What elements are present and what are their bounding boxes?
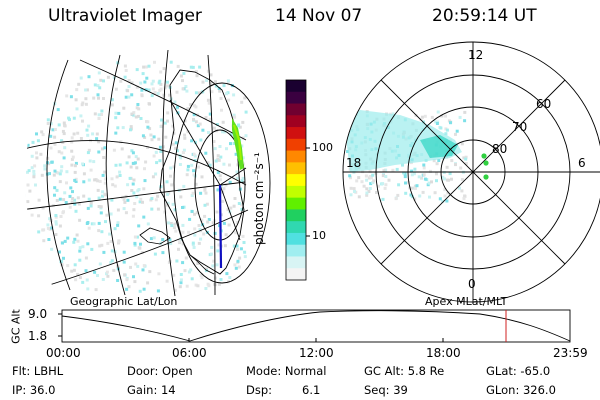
time-tick-1200: 12:00 bbox=[299, 346, 334, 360]
colorbar-band bbox=[286, 127, 306, 140]
gc-alt-tick-1-8: 1.8 bbox=[28, 329, 48, 343]
status-gc-alt: GC Alt: 5.8 Re bbox=[364, 364, 445, 378]
colorbar-tick-10: 10 bbox=[312, 229, 326, 242]
colorbar-band bbox=[286, 150, 306, 163]
colorbar-band bbox=[286, 256, 306, 269]
colorbar-band bbox=[286, 103, 306, 116]
status-mode: Mode: Normal bbox=[246, 364, 327, 378]
colorbar-band bbox=[286, 232, 306, 246]
polar-grid bbox=[342, 41, 600, 303]
geographic-image bbox=[25, 49, 271, 297]
station-dot bbox=[481, 153, 487, 159]
colorbar-band bbox=[286, 162, 306, 175]
time-tick-0600: 06:00 bbox=[172, 346, 207, 360]
gc-alt-plot bbox=[58, 309, 571, 343]
mlt-label-0: 0 bbox=[468, 277, 476, 291]
station-dot bbox=[483, 160, 489, 166]
gc-alt-ylabel: GC Alt bbox=[9, 309, 23, 344]
time-label: 20:59:14 UT bbox=[432, 6, 537, 26]
colorbar-band bbox=[286, 115, 306, 128]
mlt-label-6: 6 bbox=[578, 156, 586, 170]
time-tick-2359: 23:59 bbox=[553, 346, 588, 360]
colorbar-band bbox=[286, 91, 306, 105]
colorbar-band bbox=[286, 268, 306, 281]
colorbar bbox=[285, 79, 310, 281]
colorbar-band bbox=[286, 221, 306, 234]
colorbar-band bbox=[286, 185, 306, 199]
colorbar-band bbox=[286, 80, 306, 93]
apex-label: Apex MLat/MLT bbox=[425, 295, 508, 308]
date-label: 14 Nov 07 bbox=[275, 6, 363, 26]
geographic-label: Geographic Lat/Lon bbox=[70, 295, 178, 308]
colorbar-unit-label: photon cm⁻²s⁻¹ bbox=[252, 152, 266, 245]
colorbar-band bbox=[286, 209, 306, 222]
status-flt: Flt: LBHL bbox=[12, 364, 64, 378]
mlat-label-70: 70 bbox=[512, 120, 528, 134]
mlat-label-80: 80 bbox=[492, 142, 508, 156]
meridian-line bbox=[218, 184, 223, 269]
status-gain: Gain: 14 bbox=[127, 383, 176, 397]
mlt-label-12: 12 bbox=[468, 48, 484, 62]
colorbar-band bbox=[286, 197, 306, 210]
altitude-curve bbox=[61, 310, 571, 342]
colorbar-tick-100: 100 bbox=[312, 141, 333, 154]
colorbar-band bbox=[286, 138, 306, 152]
status-glat: GLat: -65.0 bbox=[486, 364, 551, 378]
colorbar-band bbox=[286, 244, 306, 257]
status-glon: GLon: 326.0 bbox=[486, 383, 556, 397]
gc-alt-tick-9: 9.0 bbox=[28, 307, 48, 321]
status-door: Door: Open bbox=[127, 364, 193, 378]
status-dsp-label: Dsp: bbox=[246, 383, 273, 397]
instrument-title: Ultraviolet Imager bbox=[48, 6, 202, 26]
status-dsp-value: 6.1 bbox=[302, 383, 321, 397]
colorbar-bands bbox=[286, 80, 306, 281]
status-ip: IP: 36.0 bbox=[12, 383, 56, 397]
colorbar-band bbox=[286, 174, 306, 187]
time-tick-1800: 18:00 bbox=[426, 346, 461, 360]
polar-plot bbox=[342, 41, 600, 303]
station-dot bbox=[483, 174, 489, 180]
mlt-label-18: 18 bbox=[346, 156, 362, 170]
time-tick-0000: 00:00 bbox=[46, 346, 81, 360]
mlat-label-60: 60 bbox=[536, 97, 552, 111]
status-seq: Seq: 39 bbox=[364, 383, 408, 397]
coastline bbox=[159, 69, 245, 275]
